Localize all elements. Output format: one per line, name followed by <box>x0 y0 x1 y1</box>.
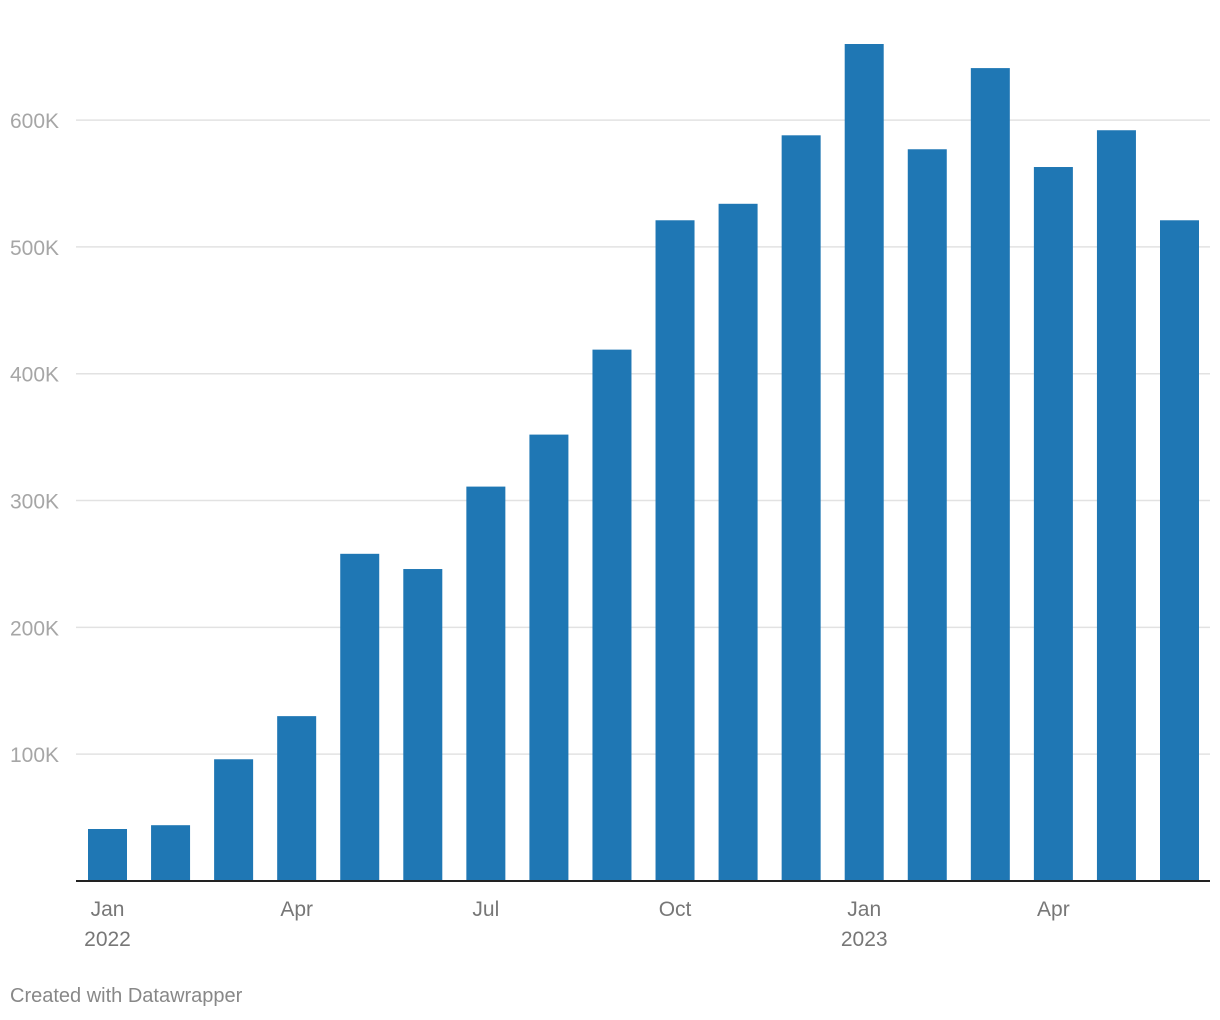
bar <box>970 68 1010 881</box>
bar <box>1160 220 1199 881</box>
bar <box>277 716 317 881</box>
bar <box>151 825 191 881</box>
bar <box>1033 167 1073 881</box>
bar <box>781 135 821 882</box>
bar <box>1096 130 1136 882</box>
x-tick-label: Apr <box>280 898 313 921</box>
x-axis: Jan 2022 Apr Jul Oct Jan 2023 Apr <box>84 898 1070 951</box>
y-tick-label: 100K <box>10 744 59 767</box>
y-tick-label: 200K <box>10 617 59 640</box>
bar <box>529 434 569 881</box>
x-tick-label: Oct <box>659 898 692 921</box>
grid-lines <box>76 119 1210 755</box>
y-tick-label: 500K <box>10 237 59 260</box>
x-tick-label: Apr <box>1037 898 1070 921</box>
bar <box>844 44 884 881</box>
bar <box>88 829 127 881</box>
x-tick-label: Jul <box>472 898 499 921</box>
x-tick-label: Jan <box>847 898 881 921</box>
x-tick-year-label: 2022 <box>84 928 131 951</box>
x-tick-year-label: 2023 <box>841 928 888 951</box>
bar <box>907 149 947 881</box>
bar <box>592 349 632 881</box>
bar <box>214 759 254 881</box>
y-axis: 100K 200K 300K 400K 500K 600K <box>10 110 59 767</box>
bar <box>403 569 443 881</box>
y-tick-label: 600K <box>10 110 59 133</box>
bar <box>655 220 695 881</box>
x-tick-label: Jan <box>91 898 125 921</box>
bar <box>466 486 506 881</box>
bar <box>718 203 758 882</box>
y-tick-label: 400K <box>10 364 59 387</box>
bar <box>340 553 380 881</box>
y-tick-label: 300K <box>10 491 59 514</box>
bars <box>88 44 1199 882</box>
credit-text: Created with Datawrapper <box>10 985 243 1007</box>
